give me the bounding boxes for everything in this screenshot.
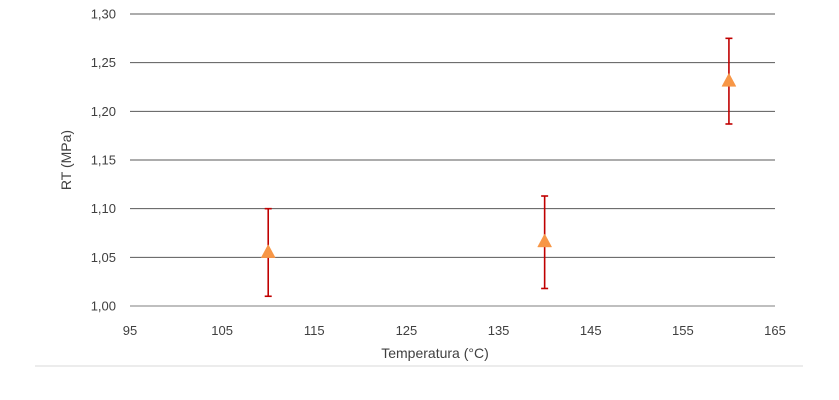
data-point-triangle	[260, 244, 276, 258]
x-tick-label: 125	[396, 323, 418, 338]
y-tick-label: 1,15	[91, 153, 116, 168]
data-point-triangle	[537, 233, 553, 248]
y-tick-label: 1,20	[91, 104, 116, 119]
x-axis-title: Temperatura (°C)	[381, 345, 489, 361]
y-axis-title: RT (MPa)	[58, 130, 74, 190]
y-tick-label: 1,00	[91, 299, 116, 314]
y-tick-label: 1,05	[91, 250, 116, 265]
x-tick-label: 95	[123, 323, 137, 338]
x-tick-label: 155	[672, 323, 694, 338]
x-tick-labels: 95 105 115 125 135 145 155 165	[123, 323, 786, 338]
x-tick-label: 145	[580, 323, 602, 338]
y-tick-labels: 1,00 1,05 1,10 1,15 1,20 1,25 1,30	[91, 7, 116, 314]
x-tick-label: 165	[764, 323, 786, 338]
x-tick-label: 135	[488, 323, 510, 338]
y-tick-label: 1,10	[91, 201, 116, 216]
x-tick-label: 115	[304, 323, 325, 338]
y-tick-label: 1,25	[91, 55, 116, 70]
y-tick-label: 1,30	[91, 7, 116, 22]
data-point-triangle	[721, 72, 737, 87]
x-tick-label: 105	[211, 323, 233, 338]
gridlines	[130, 13, 775, 307]
data-markers	[260, 72, 737, 258]
